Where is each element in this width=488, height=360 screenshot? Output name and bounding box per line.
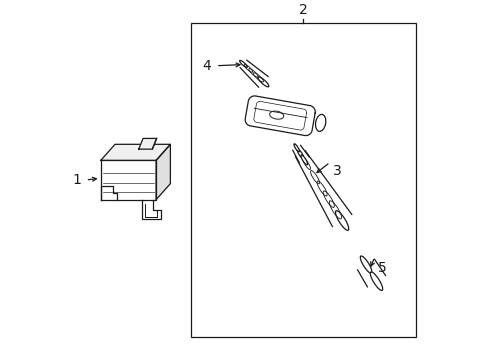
Ellipse shape (369, 272, 382, 291)
Text: 4: 4 (202, 59, 211, 73)
Polygon shape (142, 200, 161, 219)
Polygon shape (244, 96, 315, 136)
Bar (190, 23, 415, 337)
Text: 1: 1 (72, 173, 81, 187)
Text: 5: 5 (377, 261, 386, 275)
Text: 2: 2 (299, 3, 307, 17)
Polygon shape (101, 144, 170, 161)
Ellipse shape (297, 149, 303, 159)
Ellipse shape (300, 155, 307, 165)
Text: 3: 3 (332, 164, 341, 178)
Ellipse shape (257, 77, 268, 87)
Polygon shape (139, 139, 156, 149)
Ellipse shape (360, 256, 371, 273)
Ellipse shape (335, 211, 348, 230)
Ellipse shape (315, 114, 325, 131)
Polygon shape (101, 161, 156, 200)
Ellipse shape (239, 60, 247, 67)
Ellipse shape (293, 144, 299, 152)
Ellipse shape (269, 111, 283, 119)
Polygon shape (156, 144, 170, 200)
